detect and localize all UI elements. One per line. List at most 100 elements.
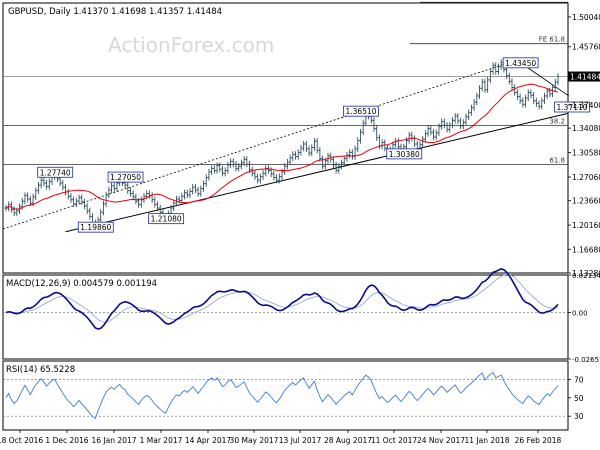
price-bar: [507, 72, 511, 85]
price-bar: [440, 118, 444, 130]
price-axis-label: 1.37400: [572, 101, 600, 110]
price-bar: [199, 185, 203, 197]
price-axis: 1.50040 1.45760 1.37400 1.34080 1.30580 1.270…: [568, 13, 600, 278]
price-bar: [407, 131, 411, 144]
price-label: 1.27740: [37, 166, 74, 178]
price-bar: [296, 149, 300, 160]
price-bar: [467, 109, 471, 120]
price-label: 1.43450: [502, 57, 539, 69]
price-bar: [196, 186, 200, 197]
svg-text:1.43450: 1.43450: [505, 59, 536, 68]
price-bar: [488, 68, 492, 84]
price-bar: [139, 196, 143, 208]
price-bar: [361, 119, 365, 136]
price-bar: [321, 155, 325, 170]
fib-level-label: FE 100.0: [534, 0, 565, 2]
price-bar: [302, 140, 306, 152]
price-axis-label: 1.27060: [572, 173, 600, 182]
x-axis-label: 11 Jan 2018: [465, 436, 510, 445]
price-bar: [128, 187, 132, 197]
price-bar: [494, 62, 498, 75]
price-bar: [394, 138, 398, 148]
price-axis-label: 1.45760: [572, 43, 600, 52]
price-bar: [134, 193, 138, 205]
price-bar: [372, 117, 376, 132]
price-label: 1.36510: [343, 105, 379, 117]
price-bar: [553, 78, 557, 91]
price-bar: [272, 170, 276, 181]
rsi-panel-frame: [2, 360, 569, 431]
price-bar: [510, 78, 514, 91]
svg-text:1.21080: 1.21080: [151, 215, 182, 224]
svg-text:1.27740: 1.27740: [40, 168, 71, 177]
price-bar: [315, 138, 319, 154]
price-bar: [534, 97, 538, 107]
price-bar: [312, 138, 316, 151]
price-bars: [4, 59, 560, 231]
price-axis-label: 1.13280: [572, 269, 600, 278]
price-bar: [153, 196, 157, 208]
price-bar: [461, 119, 465, 130]
price-bar: [410, 131, 414, 142]
price-bar: [356, 137, 360, 153]
price-bar: [210, 165, 214, 175]
price-bar: [150, 192, 154, 203]
price-bar: [486, 76, 490, 93]
trend-lines: [2, 58, 570, 233]
price-bar: [253, 170, 257, 180]
price-bar: [107, 186, 111, 198]
price-bar: [229, 158, 233, 169]
price-bar: [101, 200, 105, 216]
rsi-line: [5, 371, 559, 420]
rsi-title: RSI(14) 65.5228: [6, 365, 75, 375]
price-bar: [191, 184, 195, 195]
price-labels: 1.27740 1.27050 1.19860 1.21080 1.36510 1.303…: [37, 57, 590, 233]
price-label: 1.37110: [554, 101, 590, 113]
ma-line: [5, 83, 559, 210]
price-bar: [283, 163, 287, 175]
price-bar: [131, 190, 135, 201]
price-bar: [26, 192, 30, 203]
price-bar: [453, 112, 457, 124]
price-bar: [104, 191, 108, 208]
price-bar: [542, 92, 546, 104]
svg-text:1.37110: 1.37110: [557, 103, 588, 112]
price-bar: [445, 122, 449, 133]
price-axis-label: 1.16680: [572, 245, 600, 254]
x-axis-label: 18 Oct 2016: [0, 436, 43, 445]
price-bar: [66, 188, 70, 200]
price-bar: [472, 99, 476, 111]
price-bar: [261, 170, 265, 180]
svg-text:1.41484: 1.41484: [570, 73, 600, 82]
x-axis-label: 28 Aug 2017: [324, 436, 372, 445]
price-bar: [450, 117, 454, 129]
price-bar: [358, 129, 362, 144]
price-bar: [204, 174, 208, 187]
price-bar: [526, 89, 530, 102]
price-axis-label: 1.50040: [572, 13, 600, 22]
price-label: 1.19860: [77, 221, 114, 233]
price-axis-label: 1.20160: [572, 221, 600, 230]
x-axis-label: 1 Mar 2017: [140, 436, 183, 445]
price-bar: [288, 154, 292, 166]
price-bar: [426, 125, 430, 137]
macd-title: MACD(12,26,9) 0.004579 0.001194: [6, 279, 157, 289]
price-bar: [304, 140, 308, 153]
price-bar: [496, 63, 500, 75]
macd-panel: 0.021344 0.00 -0.026514: [3, 268, 600, 364]
price-bar: [524, 94, 528, 108]
price-bar: [185, 189, 189, 198]
x-axis-label: 16 Jan 2017: [92, 436, 137, 445]
x-axis-label: 13 Jul 2017: [279, 436, 322, 445]
price-bar: [478, 85, 482, 100]
macd-signal-line: [5, 274, 559, 323]
price-bar: [491, 62, 495, 75]
price-label: 1.27050: [107, 171, 144, 183]
price-bar: [537, 100, 541, 110]
macd-panel-frame: [2, 274, 569, 360]
price-bar: [42, 177, 46, 187]
price-bar: [47, 178, 51, 190]
lower-trendline: [65, 112, 569, 233]
price-bar: [294, 151, 298, 160]
x-axis: 18 Oct 2016 1 Dec 2016 16 Jan 2017 1 Mar 20…: [0, 430, 562, 445]
